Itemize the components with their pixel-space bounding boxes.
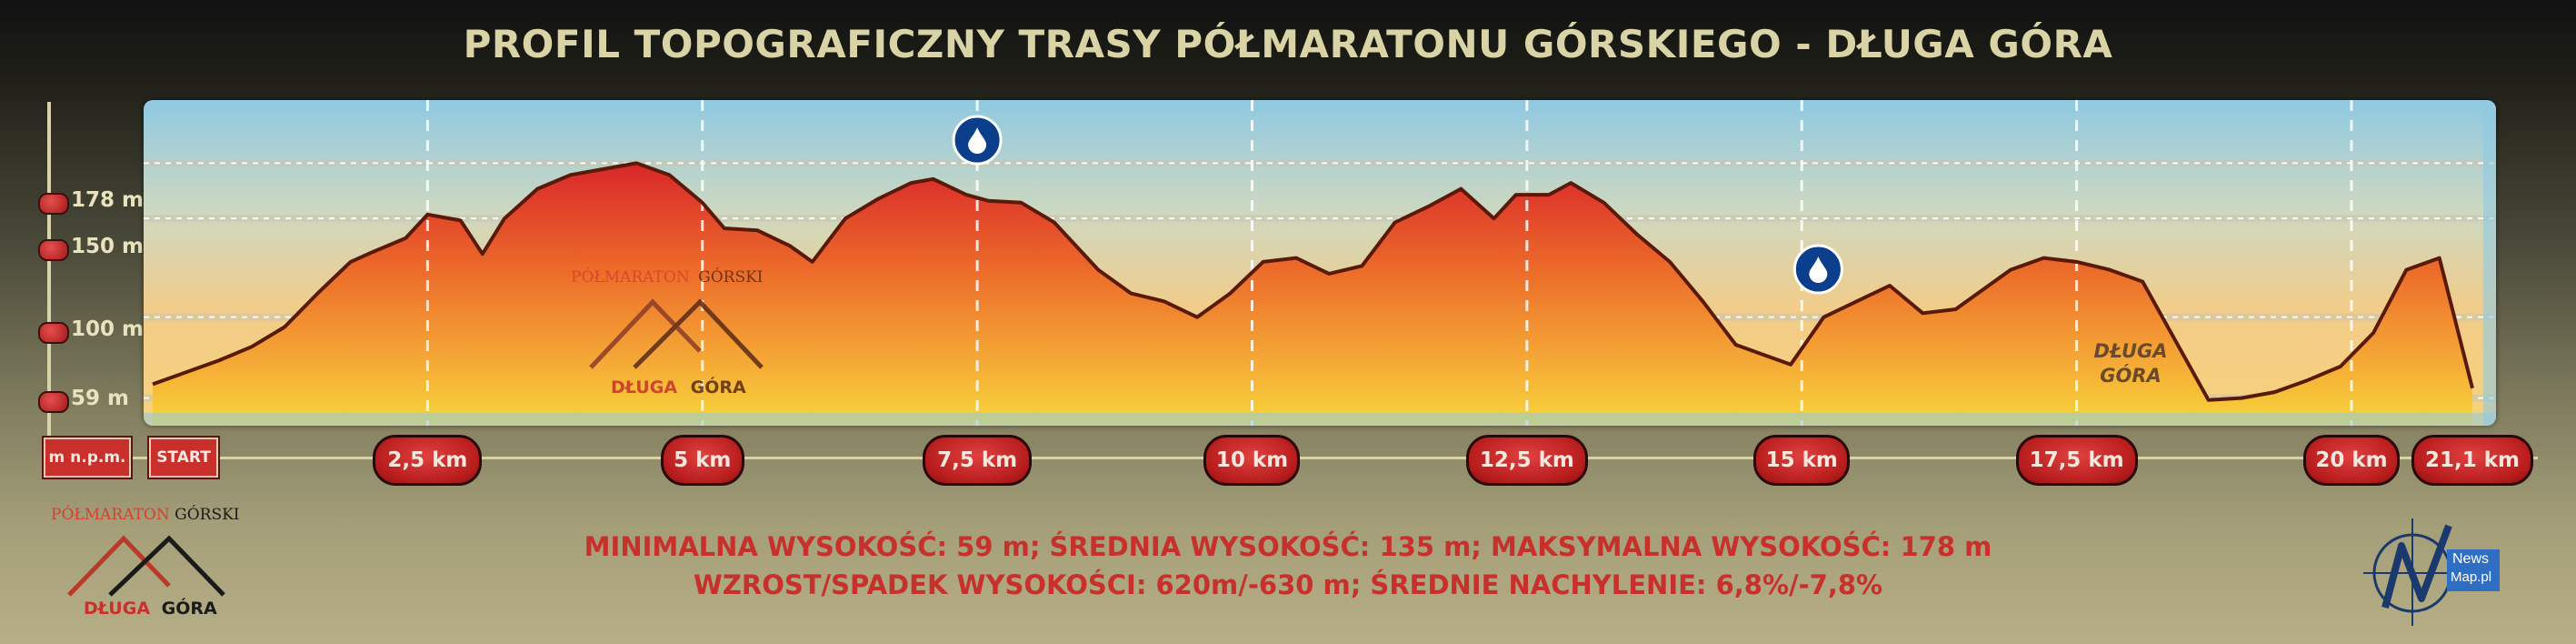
elevation-area [153, 163, 2472, 426]
page-title: PROFIL TOPOGRAFICZNY TRASY PÓŁMARATONU G… [463, 22, 2113, 66]
summit-label-line1: DŁUGA [2093, 340, 2167, 362]
x-tick-label-0: 2,5 km [373, 435, 483, 486]
x-tick-label-1: 5 km [660, 435, 744, 486]
y-tick-label-100: 100 m [71, 317, 144, 341]
watermark-name-part2: GÓRSKI [698, 267, 763, 287]
elevation-profile-svg: PÓŁMARATON GÓRSKI DŁUGA GÓRA DŁUGA GÓRA [144, 100, 2496, 426]
brand-name-part1: PÓŁMARATON [51, 506, 170, 524]
y-tick-label-150: 150 m [71, 235, 144, 258]
brand-sub-part2: GÓRA [161, 599, 217, 619]
watermark-sub-part2: GÓRA [691, 376, 746, 397]
start-label-box: START [149, 438, 218, 478]
chart-right-edge [2483, 100, 2496, 426]
newsmap-logo: News Map.pl [2358, 509, 2503, 628]
newsmap-text-line2: Map.pl [2451, 569, 2492, 585]
summit-label-line2: GÓRA [2100, 364, 2162, 387]
chart-bottom-edge [144, 413, 2496, 426]
y-gridline-band-2 [144, 215, 2496, 223]
x-tick-label-6: 17,5 km [2015, 435, 2138, 486]
brand-logo: PÓŁMARATON GÓRSKI DŁUGA GÓRA [51, 506, 240, 624]
water-drop-icon [952, 115, 1003, 166]
brand-watermark-in-chart: PÓŁMARATON GÓRSKI DŁUGA GÓRA [571, 267, 764, 397]
brand-mountain-icon [67, 535, 225, 597]
y-tick-marker-178 [38, 193, 69, 215]
y-tick-label-59: 59 m [71, 387, 129, 410]
x-tick-label-7: 20 km [2302, 435, 2400, 486]
svg-text:PÓŁMARATON GÓRSKI: PÓŁMARATON GÓRSKI [571, 267, 764, 287]
brand-sub-part1: DŁUGA [84, 599, 151, 619]
brand-name-part2: GÓRSKI [175, 506, 240, 524]
y-tick-marker-59 [38, 391, 69, 413]
elevation-profile-chart: PÓŁMARATON GÓRSKI DŁUGA GÓRA DŁUGA GÓRA [144, 100, 2496, 426]
elevation-line [152, 161, 2474, 402]
y-tick-marker-100 [38, 322, 69, 344]
y-tick-marker-150 [38, 239, 69, 261]
x-tick-label-5: 15 km [1753, 435, 1851, 486]
newsmap-compass-icon [2363, 518, 2500, 626]
stats-line-2: WZROST/SPADEK WYSOKOŚCI: 620m/-630 m; ŚR… [693, 569, 1883, 600]
x-tick-label-4: 12,5 km [1465, 435, 1588, 486]
x-tick-label-3: 10 km [1203, 435, 1301, 486]
stats-line-1: MINIMALNA WYSOKOŚĆ: 59 m; ŚREDNIA WYSOKO… [584, 531, 1992, 562]
y-axis-line [47, 102, 51, 438]
watermark-sub-part1: DŁUGA [611, 377, 677, 397]
water-drop-icon [1792, 244, 1843, 295]
svg-text:DŁUGA GÓRA: DŁUGA GÓRA [611, 376, 746, 397]
x-tick-label-8: 21,1 km [2411, 435, 2533, 486]
newsmap-text-line1: News [2452, 551, 2490, 567]
x-tick-label-2: 7,5 km [923, 435, 1033, 486]
y-tick-label-178: 178 m [71, 188, 144, 212]
y-gridline-band-3 [144, 159, 2496, 167]
watermark-name-part1: PÓŁMARATON [571, 267, 690, 287]
unit-label-box: m n.p.m. [44, 438, 131, 478]
